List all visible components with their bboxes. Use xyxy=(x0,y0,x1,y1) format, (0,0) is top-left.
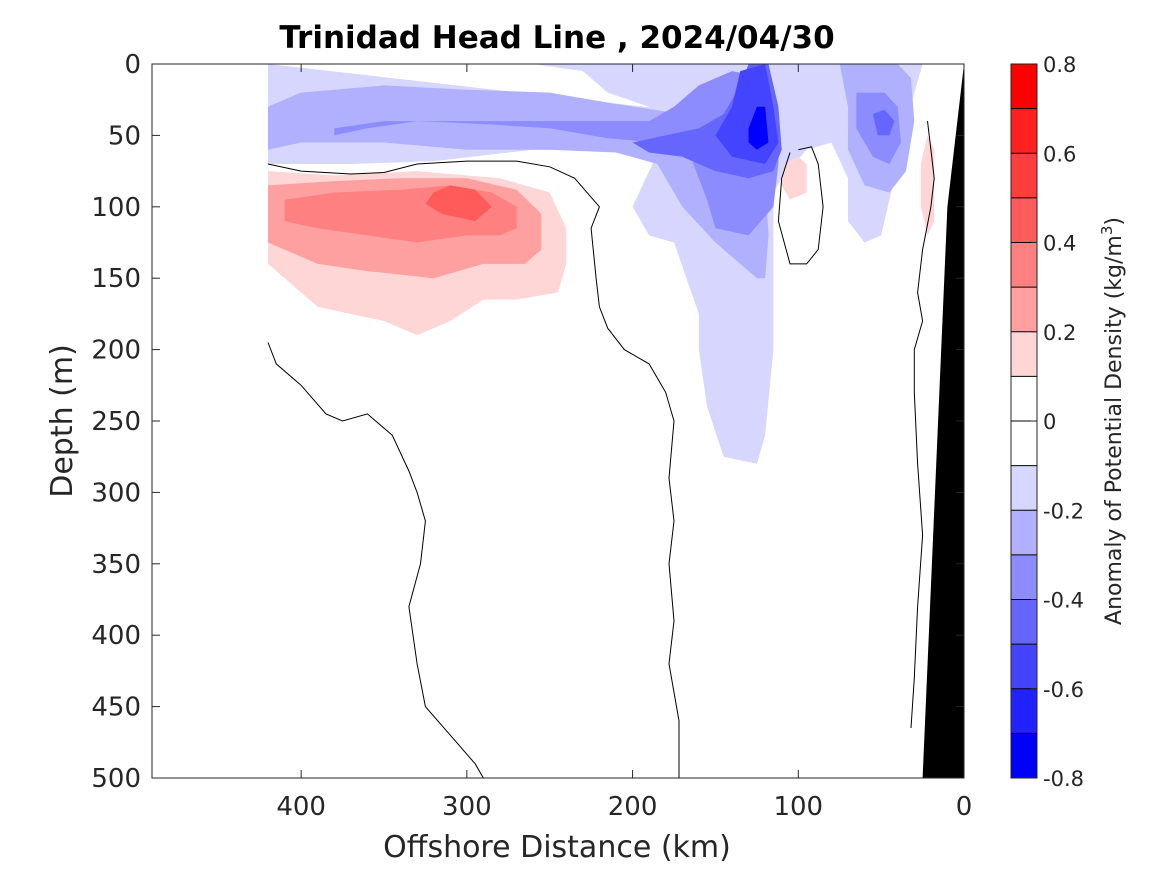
x-tick-label: 100 xyxy=(773,792,823,822)
y-axis-ticks: 0 50 100 150 200 250 300 350 400 450 500 xyxy=(91,50,964,794)
shelf-bathymetry xyxy=(922,64,964,778)
colorbar-level-14 xyxy=(1011,688,1037,734)
zero-contour-lines xyxy=(267,121,935,779)
colorbar-levels xyxy=(1011,64,1037,778)
colorbar-label-end: ) xyxy=(1102,217,1127,226)
continental-shelf xyxy=(922,64,964,778)
colorbar-ticks: 0.8 0.6 0.4 0.2 0 -0.2 -0.4 -0.6 -0.8 xyxy=(1031,53,1084,791)
colorbar-label: Anomaly of Potential Density (kg/m3) xyxy=(1098,217,1127,625)
y-axis-label: Depth (m) xyxy=(45,344,80,498)
colorbar-level-7 xyxy=(1011,376,1037,421)
y-tick-label: 500 xyxy=(91,764,141,794)
contour-region-13 xyxy=(781,156,807,200)
colorbar-level-2 xyxy=(1011,153,1037,198)
zero-contour-3 xyxy=(910,121,935,729)
y-tick-label: 450 xyxy=(91,693,141,723)
colorbar-level-8 xyxy=(1011,421,1037,466)
chart-title: Trinidad Head Line , 2024/04/30 xyxy=(279,20,834,56)
colorbar-level-6 xyxy=(1011,331,1037,377)
x-tick-label: 200 xyxy=(608,792,658,822)
zero-contour-2 xyxy=(777,146,824,265)
colorbar-label-main: Anomaly of Potential Density (kg/m xyxy=(1102,235,1127,625)
colorbar-level-9 xyxy=(1011,465,1037,511)
colorbar-label-superscript: 3 xyxy=(1098,226,1116,236)
y-tick-label: 250 xyxy=(91,407,141,437)
colorbar-tick-label: 0 xyxy=(1043,410,1056,434)
colorbar-tick-label: 0.6 xyxy=(1043,142,1076,166)
zero-contour-0 xyxy=(267,160,680,778)
contour-region-8 xyxy=(872,109,895,136)
colorbar-tick-label: 0.4 xyxy=(1043,232,1076,256)
colorbar-tick-label: 0.2 xyxy=(1043,321,1076,345)
colorbar-level-11 xyxy=(1011,554,1037,600)
colorbar-level-5 xyxy=(1011,287,1037,332)
y-tick-label: 150 xyxy=(91,264,141,294)
colorbar-level-10 xyxy=(1011,510,1037,555)
colorbar-tick-label: -0.6 xyxy=(1043,678,1084,702)
x-tick-label: 300 xyxy=(442,792,492,822)
y-tick-label: 0 xyxy=(124,50,141,80)
x-axis-ticks: 400 300 200 100 0 xyxy=(276,64,972,822)
colorbar: 0.8 0.6 0.4 0.2 0 -0.2 -0.4 -0.6 -0.8 Anomaly of… xyxy=(1010,53,1127,791)
x-axis-label: Offshore Distance (km) xyxy=(383,830,731,865)
colorbar-tick-label: -0.8 xyxy=(1043,767,1084,791)
y-tick-label: 400 xyxy=(91,621,141,651)
contour-region-14 xyxy=(920,135,935,236)
colorbar-level-1 xyxy=(1011,108,1037,154)
colorbar-level-4 xyxy=(1011,242,1037,288)
x-tick-label: 0 xyxy=(956,792,973,822)
y-tick-label: 50 xyxy=(108,121,141,151)
plot-area: 400 300 200 100 0 0 50 100 150 200 250 300 350 400 45… xyxy=(91,50,972,822)
zero-contour-1 xyxy=(267,342,484,779)
colorbar-level-13 xyxy=(1011,644,1037,689)
contour-region-5 xyxy=(748,106,769,150)
y-tick-label: 100 xyxy=(91,193,141,223)
y-tick-label: 300 xyxy=(91,478,141,508)
contour-fills xyxy=(268,64,935,464)
colorbar-tick-label: -0.4 xyxy=(1043,589,1084,613)
colorbar-level-3 xyxy=(1011,197,1037,243)
colorbar-level-15 xyxy=(1011,733,1037,778)
colorbar-tick-label: -0.2 xyxy=(1043,499,1084,523)
colorbar-tick-label: 0.8 xyxy=(1043,53,1076,77)
contour-region-12 xyxy=(425,185,492,222)
colorbar-level-0 xyxy=(1011,64,1037,109)
colorbar-level-12 xyxy=(1011,599,1037,645)
x-tick-label: 400 xyxy=(276,792,326,822)
y-tick-label: 200 xyxy=(91,336,141,366)
y-tick-label: 350 xyxy=(91,550,141,580)
contour-region-2 xyxy=(334,71,779,236)
